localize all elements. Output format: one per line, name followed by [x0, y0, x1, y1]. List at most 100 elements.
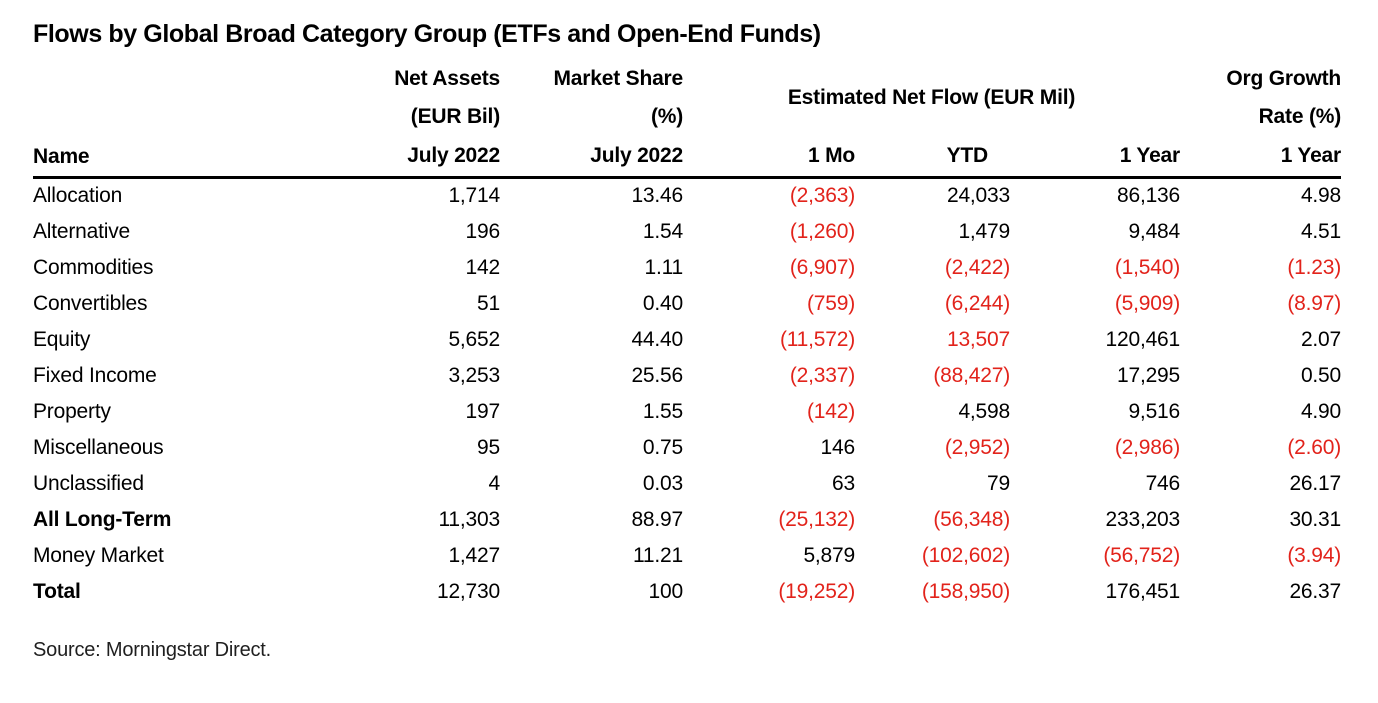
row-value: 196: [465, 219, 501, 243]
row-value: (2,986): [1114, 435, 1181, 459]
row-value: 176,451: [1105, 579, 1181, 603]
row-value: (56,348): [933, 507, 1010, 531]
table-row: Commodities 142 1.11 (6,907) (2,422) (1,540) (…: [33, 250, 1341, 286]
row-value: 79: [987, 471, 1010, 495]
column-group-header-net-flow: Estimated Net Flow (EUR Mil): [787, 86, 1076, 109]
row-name: All Long-Term: [33, 507, 172, 531]
row-name: Equity: [33, 327, 91, 351]
row-value: 0.40: [642, 291, 683, 315]
row-value: 12,730: [436, 579, 500, 603]
row-value: 0.03: [642, 471, 683, 495]
row-value: (1,540): [1114, 255, 1181, 279]
row-value: 0.75: [642, 435, 683, 459]
row-value: (2,952): [944, 435, 1010, 459]
row-value: 17,295: [1116, 363, 1181, 387]
table-row: Property 197 1.55 (142) 4,598 9,516 4.90: [33, 394, 1341, 430]
column-header-org-growth-line1: Org Growth: [1226, 67, 1342, 90]
table-row: Miscellaneous 95 0.75 146 (2,952) (2,986) (2.6…: [33, 430, 1341, 466]
source-note: Source: Morningstar Direct.: [33, 638, 272, 661]
row-name: Fixed Income: [33, 363, 157, 387]
table-row: Alternative 196 1.54 (1,260) 1,479 9,484 4.51: [33, 214, 1341, 250]
row-name: Alternative: [33, 219, 131, 243]
row-value: (2.60): [1287, 435, 1342, 459]
row-value: 9,484: [1128, 219, 1181, 243]
column-header-flow-ytd: YTD: [946, 144, 989, 167]
row-value: 1.54: [642, 219, 683, 243]
row-value: 4.90: [1300, 399, 1342, 423]
column-header-name: Name: [33, 145, 90, 168]
row-value: (2,363): [683, 176, 855, 214]
row-value: 11.21: [633, 543, 683, 567]
row-value: (142): [806, 399, 855, 423]
row-name: Miscellaneous: [33, 435, 164, 459]
row-value: 1.11: [644, 255, 683, 279]
row-value: (25,132): [778, 507, 855, 531]
row-value: 146: [820, 435, 856, 459]
page-title: Flows by Global Broad Category Group (ET…: [33, 20, 821, 48]
column-header-net-assets-line1: Net Assets: [394, 67, 500, 90]
row-value: 5,652: [448, 327, 500, 351]
row-value: 44.40: [631, 327, 683, 351]
row-value: 100: [648, 579, 684, 603]
column-header-flow-1year: 1 Year: [1119, 144, 1181, 167]
row-value: (2,422): [944, 255, 1010, 279]
flows-table: Name Net Assets Market Share Estimated N…: [33, 60, 1341, 610]
row-value: (1,260): [789, 219, 855, 243]
row-value: 26.17: [1289, 471, 1342, 495]
row-value: (11,572): [779, 327, 855, 351]
table-row: All Long-Term 11,303 88.97 (25,132) (56,348)…: [33, 502, 1341, 538]
table-body: Allocation 1,714 13.46 (2,363) 24,033 86,136 4…: [33, 176, 1342, 610]
column-header-market-share-line2: (%): [650, 105, 683, 128]
row-name: Property: [33, 399, 111, 423]
row-value: 63: [832, 471, 855, 495]
row-value: 2.07: [1300, 327, 1342, 351]
row-value: (6,907): [789, 255, 855, 279]
row-value: (158,950): [921, 579, 1010, 603]
column-header-org-growth-period: 1 Year: [1280, 144, 1342, 167]
row-value: (5,909): [1114, 291, 1181, 315]
row-value: 120,461: [1105, 327, 1181, 351]
row-value: 25.56: [631, 363, 683, 387]
row-value: 24,033: [855, 176, 1010, 214]
row-value: (759): [806, 291, 855, 315]
table-header: Name Net Assets Market Share Estimated N…: [33, 60, 1341, 178]
report-page: Flows by Global Broad Category Group (ET…: [33, 20, 1341, 661]
row-name: Allocation: [33, 176, 300, 214]
row-name: Convertibles: [33, 291, 148, 315]
row-value: 1.55: [642, 399, 683, 423]
row-value: 233,203: [1105, 507, 1181, 531]
row-value: 95: [477, 435, 500, 459]
row-value: 4: [488, 471, 501, 495]
column-header-market-share-period: July 2022: [590, 144, 683, 167]
row-value: 0.50: [1300, 363, 1342, 387]
row-value: 1,427: [448, 543, 500, 567]
row-value: 4.51: [1300, 219, 1342, 243]
table-row: Unclassified 4 0.03 63 79 746 26.17: [33, 466, 1341, 502]
row-value: (3.94): [1287, 543, 1342, 567]
row-value: 88.97: [631, 507, 683, 531]
table-row: Money Market 1,427 11.21 5,879 (102,602) (56,…: [33, 538, 1341, 574]
row-value: 11,303: [438, 507, 501, 531]
table-row: Equity 5,652 44.40 (11,572) 13,507 120,461 2.0…: [33, 322, 1341, 358]
row-value: 9,516: [1128, 399, 1181, 423]
table-row: Convertibles 51 0.40 (759) (6,244) (5,909) (8.…: [33, 286, 1341, 322]
row-value: (1.23): [1287, 255, 1342, 279]
row-value: 51: [477, 291, 500, 315]
row-value: 13.46: [500, 176, 683, 214]
table-row: Fixed Income 3,253 25.56 (2,337) (88,427) 17,…: [33, 358, 1341, 394]
row-value: 1,479: [958, 219, 1010, 243]
row-value: (8.97): [1287, 291, 1342, 315]
row-value: (102,602): [921, 543, 1010, 567]
row-value: (2,337): [789, 363, 855, 387]
column-header-market-share-line1: Market Share: [553, 67, 684, 90]
row-value: (6,244): [944, 291, 1010, 315]
row-value: 3,253: [448, 363, 500, 387]
row-name: Unclassified: [33, 471, 144, 495]
row-value: (56,752): [1103, 543, 1181, 567]
row-value: (88,427): [933, 363, 1010, 387]
row-name: Money Market: [33, 543, 164, 567]
row-value: 197: [465, 399, 501, 423]
row-value: 4,598: [958, 399, 1010, 423]
row-value: 13,507: [946, 327, 1010, 351]
row-value: 26.37: [1289, 579, 1342, 603]
